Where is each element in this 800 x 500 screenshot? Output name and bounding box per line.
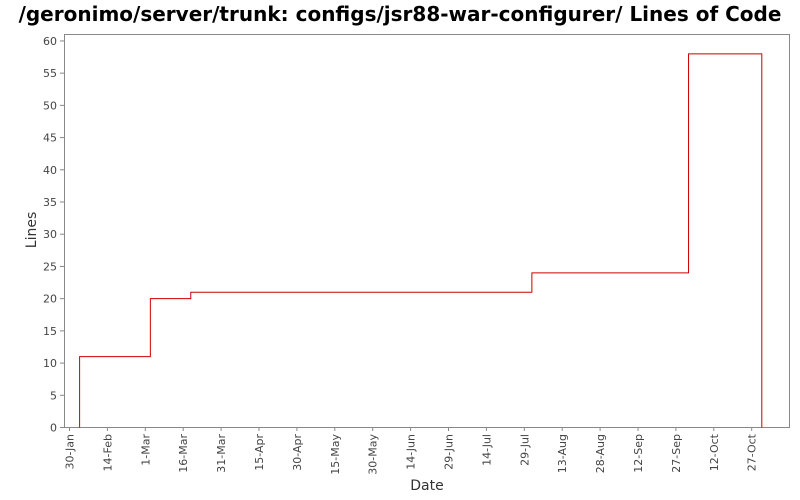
- x-axis-label: Date: [410, 478, 443, 494]
- y-tick-label: 40: [43, 164, 57, 177]
- y-tick-label: 10: [43, 357, 57, 370]
- x-tick-label: 15-Apr: [253, 434, 266, 471]
- x-tick-label: 27-Oct: [746, 433, 759, 471]
- y-tick-label: 35: [43, 196, 57, 209]
- x-axis: 30-Jan 14-Feb 1-Mar 16-Mar 31-Mar 15-Apr 30-Ap…: [64, 427, 759, 475]
- y-tick-label: 55: [43, 67, 57, 80]
- y-tick-label: 20: [43, 293, 57, 306]
- y-tick-label: 30: [43, 228, 57, 241]
- x-tick-label: 30-Apr: [291, 434, 304, 471]
- x-tick-label: 13-Aug: [556, 434, 569, 473]
- x-tick-label: 14-Jul: [480, 434, 493, 466]
- y-tick-label: 25: [43, 260, 57, 273]
- chart-title: /geronimo/server/trunk: configs/jsr88-wa…: [18, 2, 782, 26]
- x-tick-label: 14-Jun: [405, 434, 418, 470]
- x-tick-label: 29-Jun: [443, 434, 456, 470]
- x-tick-label: 1-Mar: [139, 434, 152, 466]
- x-tick-label: 12-Sep: [632, 434, 645, 473]
- y-tick-label: 5: [50, 389, 57, 402]
- plot-area: [64, 34, 790, 428]
- y-tick-label: 15: [43, 325, 57, 338]
- x-tick-label: 30-May: [367, 434, 380, 475]
- x-tick-label: 15-May: [329, 434, 342, 475]
- series-line: [79, 53, 763, 428]
- y-tick-label: 45: [43, 132, 57, 145]
- x-tick-label: 14-Feb: [101, 434, 114, 471]
- y-tick-label: 50: [43, 99, 57, 112]
- x-tick-label: 29-Jul: [518, 434, 531, 466]
- x-tick-label: 30-Jan: [64, 434, 77, 470]
- y-axis-label: Lines: [24, 212, 40, 248]
- x-tick-label: 12-Oct: [708, 433, 721, 471]
- x-tick-label: 16-Mar: [177, 434, 190, 473]
- y-tick-label: 60: [43, 35, 57, 48]
- x-tick-label: 28-Aug: [594, 434, 607, 473]
- y-tick-label: 0: [50, 422, 57, 435]
- x-tick-label: 27-Sep: [670, 434, 683, 473]
- y-axis: 0 5 10 15 20 25 30 35 40 45 50 55 60: [43, 35, 64, 435]
- x-tick-label: 31-Mar: [215, 434, 228, 473]
